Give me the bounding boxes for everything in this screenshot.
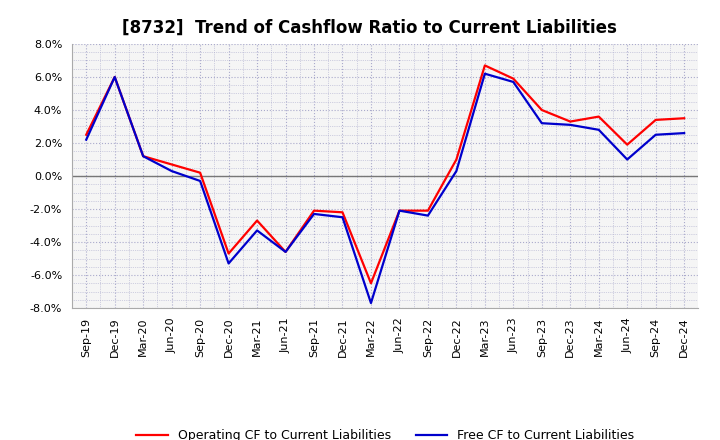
Free CF to Current Liabilities [509,79,518,84]
Operating CF to Current Liabilities [652,117,660,122]
Operating CF to Current Liabilities [623,142,631,147]
Operating CF to Current Liabilities [253,218,261,223]
Free CF to Current Liabilities [395,208,404,213]
Operating CF to Current Liabilities [595,114,603,119]
Operating CF to Current Liabilities [452,157,461,162]
Operating CF to Current Liabilities [680,116,688,121]
Operating CF to Current Liabilities [282,249,290,254]
Free CF to Current Liabilities [110,74,119,80]
Free CF to Current Liabilities [310,211,318,216]
Operating CF to Current Liabilities [423,208,432,213]
Free CF to Current Liabilities [139,154,148,159]
Free CF to Current Liabilities [452,169,461,174]
Text: [8732]  Trend of Cashflow Ratio to Current Liabilities: [8732] Trend of Cashflow Ratio to Curren… [122,19,617,37]
Free CF to Current Liabilities [225,261,233,266]
Operating CF to Current Liabilities [225,251,233,256]
Free CF to Current Liabilities [480,71,489,77]
Free CF to Current Liabilities [566,122,575,128]
Operating CF to Current Liabilities [139,154,148,159]
Operating CF to Current Liabilities [366,281,375,286]
Operating CF to Current Liabilities [509,76,518,81]
Free CF to Current Liabilities [680,130,688,136]
Legend: Operating CF to Current Liabilities, Free CF to Current Liabilities: Operating CF to Current Liabilities, Fre… [131,424,639,440]
Free CF to Current Liabilities [196,178,204,183]
Free CF to Current Liabilities [167,169,176,174]
Free CF to Current Liabilities [82,137,91,143]
Free CF to Current Liabilities [595,127,603,132]
Operating CF to Current Liabilities [167,162,176,167]
Free CF to Current Liabilities [282,249,290,254]
Free CF to Current Liabilities [338,215,347,220]
Operating CF to Current Liabilities [110,74,119,80]
Free CF to Current Liabilities [423,213,432,218]
Operating CF to Current Liabilities [196,170,204,175]
Operating CF to Current Liabilities [566,119,575,124]
Free CF to Current Liabilities [366,301,375,306]
Operating CF to Current Liabilities [395,208,404,213]
Operating CF to Current Liabilities [537,107,546,113]
Operating CF to Current Liabilities [310,208,318,213]
Free CF to Current Liabilities [537,121,546,126]
Operating CF to Current Liabilities [338,210,347,215]
Line: Free CF to Current Liabilities: Free CF to Current Liabilities [86,73,684,303]
Line: Operating CF to Current Liabilities: Operating CF to Current Liabilities [86,66,684,283]
Operating CF to Current Liabilities [82,132,91,137]
Operating CF to Current Liabilities [480,63,489,68]
Free CF to Current Liabilities [253,228,261,233]
Free CF to Current Liabilities [623,157,631,162]
Free CF to Current Liabilities [652,132,660,137]
